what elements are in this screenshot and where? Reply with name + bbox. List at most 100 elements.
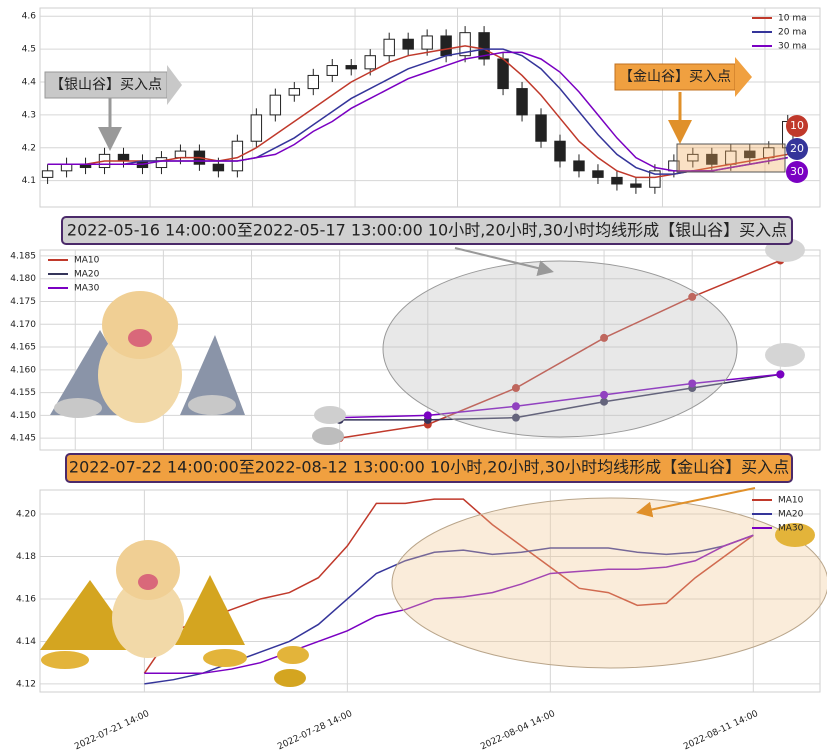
legend-label: MA30	[74, 284, 100, 294]
badge-label: 30	[790, 165, 804, 178]
candle-body	[269, 94, 282, 116]
badge	[786, 161, 808, 183]
dog-illustration	[40, 540, 247, 669]
highlight-ellipse	[382, 260, 738, 438]
point	[688, 292, 697, 301]
x-tick-label: 2022-07-28 14:00	[276, 709, 354, 752]
annotation-arrow	[167, 65, 182, 105]
x-tick-label: 2022-07-21 14:00	[73, 709, 151, 752]
candle-body	[345, 65, 357, 70]
candle-body	[706, 153, 718, 165]
candle-body	[212, 163, 225, 172]
legend-label: MA10	[778, 496, 804, 506]
annotation-arrow	[735, 57, 752, 97]
y-tick-label: 4.145	[10, 434, 36, 444]
point	[511, 402, 520, 411]
candle-body	[478, 32, 490, 60]
y-tick-label: 4.175	[10, 297, 36, 307]
y-tick-label: 4.4	[22, 78, 37, 88]
candle-body	[117, 153, 130, 162]
legend-label: MA20	[74, 270, 100, 280]
y-tick-label: 4.165	[10, 343, 36, 353]
point	[776, 370, 785, 379]
highlight-ellipse	[391, 497, 827, 669]
y-tick-label: 4.180	[10, 274, 36, 284]
decoration	[40, 238, 827, 687]
candle-body	[535, 114, 547, 142]
candle-body	[231, 140, 244, 172]
legend-label: MA20	[778, 510, 804, 520]
y-tick-label: 4.16	[16, 594, 36, 604]
arrow	[636, 487, 756, 518]
line	[47, 45, 788, 179]
y-tick-label: 4.1	[22, 176, 36, 186]
legend-label: 20 ma	[778, 28, 807, 38]
highlight-box	[676, 143, 786, 173]
candle-body	[288, 88, 301, 96]
line	[144, 534, 754, 675]
line	[47, 51, 788, 172]
legend-label: 10 ma	[778, 14, 807, 24]
legend-label: 30 ma	[778, 42, 807, 52]
y-tick-label: 4.20	[16, 510, 36, 520]
candle-body	[421, 35, 433, 50]
y-tick-label: 4.150	[10, 411, 36, 421]
y-tick-label: 4.12	[16, 679, 36, 689]
candle-body	[155, 157, 168, 169]
candle-body	[364, 55, 376, 70]
annotation: 【金山谷】买入点	[619, 69, 731, 85]
point	[423, 411, 432, 420]
y-tick-label: 4.14	[16, 637, 36, 647]
y-tick-label: 4.5	[22, 45, 36, 55]
chart-title: 2022-07-22 14:00:00至2022-08-12 13:00:00 …	[69, 458, 789, 477]
y-tick-label: 4.160	[10, 365, 36, 375]
line	[143, 498, 754, 674]
candle-body	[60, 163, 73, 172]
y-tick-label: 4.2	[22, 143, 36, 153]
annotation-box	[614, 63, 736, 91]
annotation: 【银山谷】买入点	[50, 77, 162, 93]
y-tick-label: 4.170	[10, 320, 36, 330]
y-tick-label: 4.155	[10, 388, 36, 398]
badge-label: 20	[790, 142, 804, 155]
y-tick-label: 4.185	[10, 251, 36, 261]
candle-body	[554, 140, 566, 162]
candle-body	[174, 150, 187, 159]
badge	[786, 115, 808, 137]
candle-body	[459, 32, 471, 57]
candle-body	[630, 183, 642, 188]
candle-body	[41, 170, 54, 178]
plot-frame	[39, 249, 821, 451]
point	[511, 384, 520, 393]
point	[688, 379, 697, 388]
x-tick-label: 2022-08-11 14:00	[682, 709, 760, 752]
badge	[786, 138, 808, 160]
line	[339, 373, 781, 419]
legend-label: MA30	[778, 524, 804, 534]
y-tick-label: 4.6	[22, 12, 37, 22]
candle-body	[573, 160, 585, 172]
candle-body	[307, 74, 320, 90]
y-tick-label: 4.18	[16, 552, 36, 562]
point	[600, 390, 609, 399]
plot-frame	[39, 7, 821, 208]
line	[339, 373, 781, 421]
candle-body	[440, 35, 452, 57]
candle-body	[326, 65, 338, 76]
candle-body	[687, 153, 699, 162]
point	[600, 333, 609, 342]
line	[339, 259, 781, 439]
candle-body	[611, 176, 623, 185]
title-box	[61, 216, 793, 245]
x-tick-label: 2022-08-04 14:00	[479, 709, 557, 752]
chart-title: 2022-05-16 14:00:00至2022-05-17 13:00:00 …	[67, 221, 787, 240]
candle-body	[592, 170, 604, 178]
y-tick-label: 4.3	[22, 110, 36, 120]
candle-body	[250, 114, 263, 142]
candle-body	[383, 38, 395, 57]
legend-label: MA10	[74, 256, 100, 266]
candle-body	[497, 58, 509, 90]
candle-body	[744, 150, 756, 159]
candle-body	[516, 88, 528, 116]
title-box	[65, 453, 793, 483]
